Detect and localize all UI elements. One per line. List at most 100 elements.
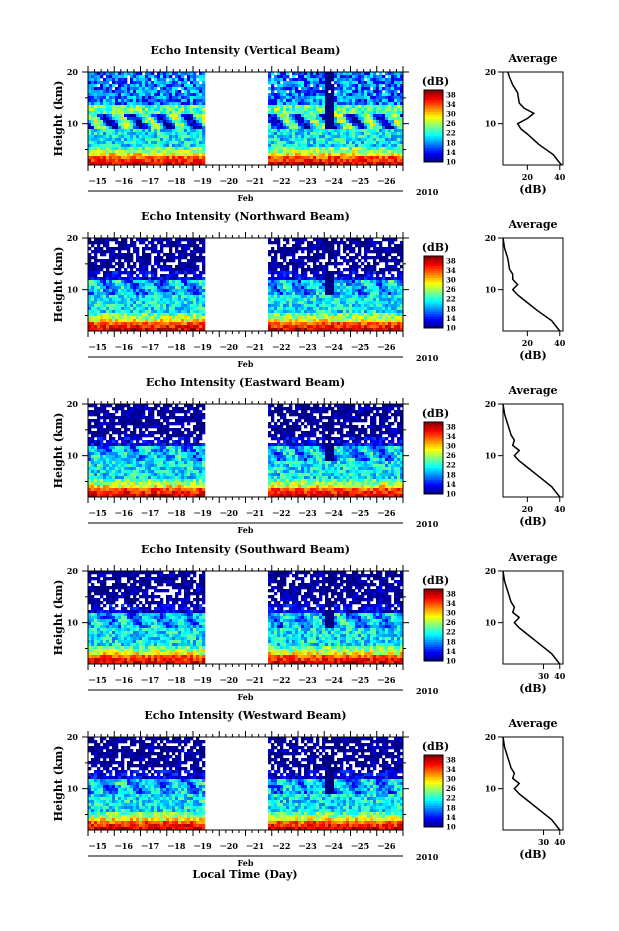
colorbar-tick-label: 10 [446,490,456,499]
colorbar-tick-label: 30 [446,775,456,784]
colorbar-tick-label: 26 [446,119,456,128]
colorbar-step [424,817,443,821]
colorbar-step [424,807,443,811]
echo-heatmap [88,72,404,166]
colorbar-step [424,294,443,298]
x-tick-label: 25 [358,675,369,685]
colorbar-step [424,277,443,281]
x-tick-label: 21 [253,841,264,851]
x-tick-label: 25 [358,342,369,352]
colorbar-step [424,489,443,492]
colorbar-step [424,260,443,264]
x-tick-label: 23 [306,176,318,186]
y-tick-label: 20 [67,399,79,409]
colorbar-tick-label: 34 [446,432,456,441]
colorbar-step [424,824,443,828]
x-tick-label: 25 [358,508,369,518]
profile-x-tick-label: 40 [554,837,566,847]
x-tick-label: 20 [227,508,239,518]
colorbar-tick-label: 14 [446,314,456,323]
y-tick-label: 10 [67,285,79,295]
colorbar-tick-label: 22 [446,461,456,470]
colorbar-step [424,651,443,655]
profile-y-tick-label: 20 [485,67,497,77]
colorbar-step [424,793,443,797]
echo-heatmap [88,737,404,831]
colorbar-step [424,289,443,293]
y-axis-label: Height (km) [52,81,65,157]
colorbar-step [424,426,443,430]
colorbar-tick-label: 38 [446,256,456,265]
year-label: 2010 [416,187,439,197]
colorbar-step [424,598,443,602]
colorbar-step [424,788,443,792]
colorbar-step [424,776,443,780]
colorbar-tick-label: 34 [446,100,456,109]
colorbar-step [424,458,443,461]
colorbar-step [424,270,443,274]
colorbar-step [424,767,443,770]
colorbar [423,754,444,828]
colorbar-step [424,268,443,271]
colorbar [423,588,444,662]
y-tick-label: 20 [67,566,79,576]
panel-title: Echo Intensity (Eastward Beam) [146,376,345,389]
colorbar-step [424,424,443,428]
colorbar-tick-label: 18 [446,470,456,479]
colorbar-step [424,145,443,148]
month-label: Feb [238,692,254,702]
colorbar-step [424,656,443,659]
profile-frame [502,237,564,332]
colorbar-step [424,467,443,471]
colorbar-tick-label: 38 [446,589,456,598]
colorbar-step [424,591,443,595]
month-label: Feb [238,359,254,369]
colorbar-step [424,450,443,454]
colorbar-step [424,323,443,326]
colorbar-tick-label: 38 [446,755,456,764]
colorbar-step [424,94,443,98]
colorbar-step [424,147,443,151]
panel-title: Echo Intensity (Westward Beam) [144,709,346,722]
x-tick-label: 26 [384,176,396,186]
colorbar-tick-label: 14 [446,647,456,656]
average-profile: Average 10 20 20 40 (dB) [485,384,566,528]
colorbar-tick-label: 10 [446,158,456,167]
profile-x-label: (dB) [519,848,546,861]
colorbar-step [424,104,443,108]
profile-x-tick-label: 20 [522,504,534,514]
x-tick-label: 18 [174,342,186,352]
colorbar-tick-label: 30 [446,276,456,285]
colorbar-tick-label: 10 [446,657,456,666]
colorbar-step [424,779,443,782]
colorbar-step [424,133,443,136]
colorbar-step [424,434,443,437]
x-tick-label: 23 [306,508,318,518]
x-tick-label: 20 [227,675,239,685]
colorbar-tick-label: 10 [446,324,456,333]
colorbar-step [424,465,443,468]
colorbar-label: (dB) [422,75,449,88]
x-tick-label: 21 [253,675,264,685]
colorbar-step [424,462,443,466]
x-tick-label: 19 [201,508,213,518]
colorbar-step [424,601,443,604]
profile-y-tick-label: 10 [485,618,497,628]
colorbar [423,255,444,329]
x-tick-label: 17 [148,176,159,186]
colorbar-step [424,306,443,310]
colorbar-step [424,296,443,300]
colorbar-step [424,263,443,266]
y-tick-label: 10 [67,451,79,461]
colorbar-step [424,159,443,163]
y-tick-label: 10 [67,618,79,628]
colorbar [423,421,444,495]
colorbar-step [424,641,443,645]
colorbar-tick-label: 10 [446,823,456,832]
colorbar-step [424,646,443,650]
x-tick-label: 25 [358,841,369,851]
colorbar-step [424,90,443,93]
colorbar-tick-label: 14 [446,480,456,489]
x-tick-label: 23 [306,675,318,685]
colorbar-step [424,769,443,773]
